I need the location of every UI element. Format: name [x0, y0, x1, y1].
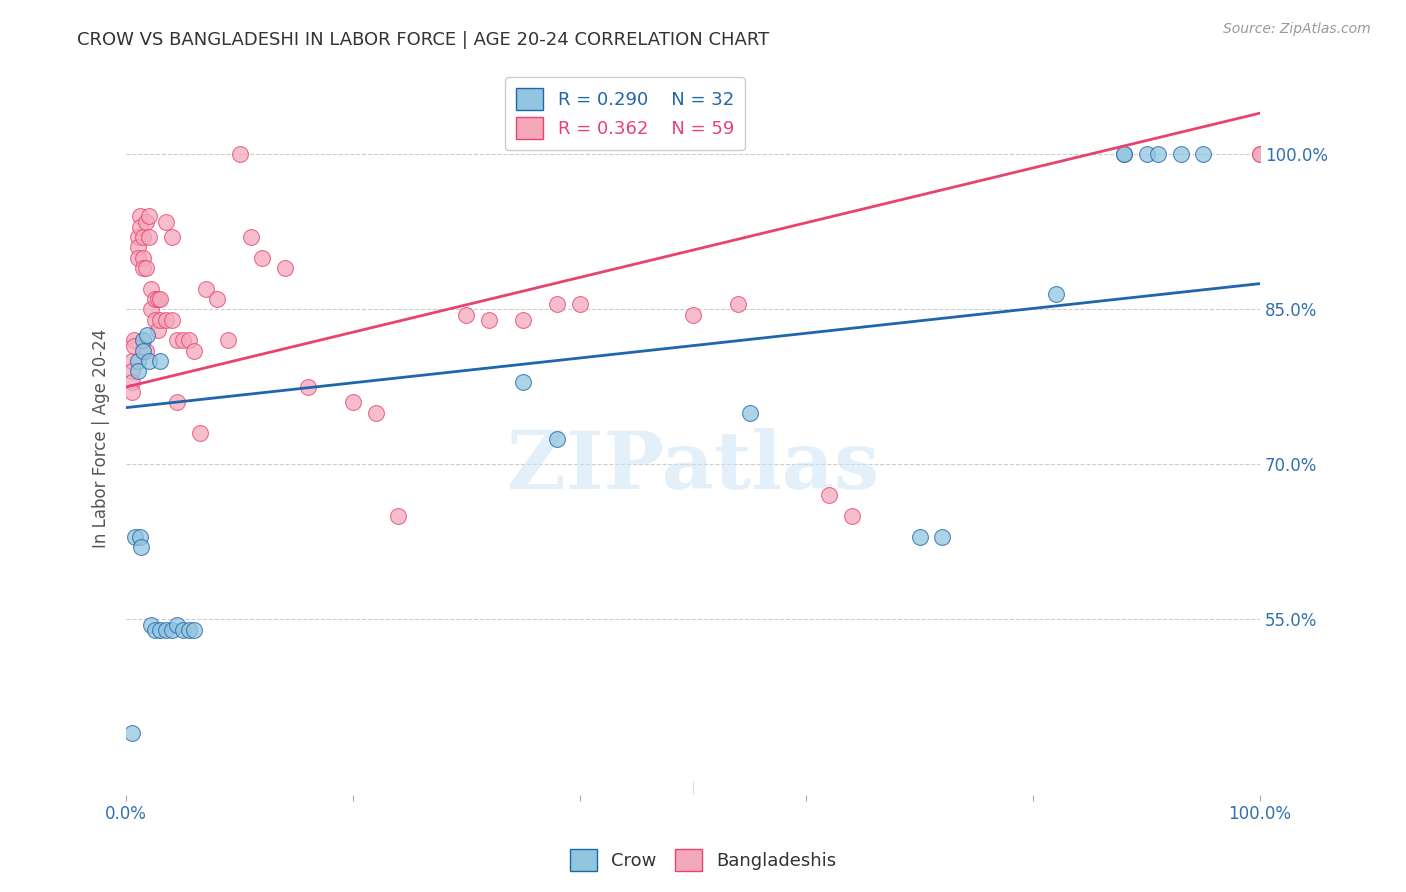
Point	[252, 251, 274, 265]
Point	[135, 214, 157, 228]
Point	[143, 292, 166, 306]
Point	[127, 354, 149, 368]
Point	[228, 147, 250, 161]
Point	[127, 364, 149, 378]
Point	[931, 530, 953, 544]
Point	[149, 623, 172, 637]
Point	[183, 343, 205, 358]
Point	[138, 354, 160, 368]
Point	[132, 230, 155, 244]
Point	[217, 334, 239, 348]
Point	[160, 313, 183, 327]
Point	[132, 334, 155, 348]
Point	[364, 406, 387, 420]
Point	[177, 334, 200, 348]
Point	[1192, 147, 1215, 161]
Point	[127, 230, 149, 244]
Point	[132, 251, 155, 265]
Point	[143, 313, 166, 327]
Point	[127, 240, 149, 254]
Point	[160, 230, 183, 244]
Point	[146, 292, 169, 306]
Point	[387, 509, 409, 524]
Point	[155, 214, 177, 228]
Point	[172, 334, 194, 348]
Point	[135, 343, 157, 358]
Point	[129, 540, 152, 554]
Point	[160, 623, 183, 637]
Point	[121, 354, 143, 368]
Point	[738, 406, 761, 420]
Point	[141, 302, 163, 317]
Point	[908, 530, 931, 544]
Point	[121, 385, 143, 400]
Point	[546, 432, 568, 446]
Point	[297, 380, 319, 394]
Point	[512, 313, 534, 327]
Y-axis label: In Labor Force | Age 20-24: In Labor Force | Age 20-24	[93, 329, 110, 549]
Point	[121, 375, 143, 389]
Point	[138, 210, 160, 224]
Point	[727, 297, 749, 311]
Point	[129, 210, 152, 224]
Point	[177, 623, 200, 637]
Point	[478, 313, 501, 327]
Point	[124, 530, 146, 544]
Point	[141, 282, 163, 296]
Point	[149, 354, 172, 368]
Point	[1112, 147, 1135, 161]
Point	[1112, 147, 1135, 161]
Point	[456, 308, 478, 322]
Point	[146, 323, 169, 337]
Point	[155, 623, 177, 637]
Point	[149, 313, 172, 327]
Text: ZIPatlas: ZIPatlas	[508, 428, 879, 506]
Point	[546, 297, 568, 311]
Point	[127, 251, 149, 265]
Point	[121, 364, 143, 378]
Point	[129, 219, 152, 234]
Point	[1249, 147, 1271, 161]
Point	[274, 261, 297, 276]
Text: CROW VS BANGLADESHI IN LABOR FORCE | AGE 20-24 CORRELATION CHART: CROW VS BANGLADESHI IN LABOR FORCE | AGE…	[77, 31, 769, 49]
Text: Source: ZipAtlas.com: Source: ZipAtlas.com	[1223, 22, 1371, 37]
Point	[122, 338, 145, 352]
Point	[129, 530, 152, 544]
Point	[194, 282, 217, 296]
Point	[512, 375, 534, 389]
Point	[1147, 147, 1170, 161]
Legend: Crow, Bangladeshis: Crow, Bangladeshis	[562, 842, 844, 879]
Point	[121, 726, 143, 740]
Point	[841, 509, 863, 524]
Point	[132, 261, 155, 276]
Point	[183, 623, 205, 637]
Point	[240, 230, 263, 244]
Point	[166, 617, 188, 632]
Point	[568, 297, 591, 311]
Point	[143, 623, 166, 637]
Point	[141, 617, 163, 632]
Point	[1170, 147, 1192, 161]
Point	[1249, 147, 1271, 161]
Point	[135, 328, 157, 343]
Point	[155, 313, 177, 327]
Point	[135, 261, 157, 276]
Point	[122, 334, 145, 348]
Point	[149, 292, 172, 306]
Point	[166, 395, 188, 409]
Point	[1045, 287, 1067, 301]
Point	[342, 395, 364, 409]
Point	[818, 488, 841, 502]
Point	[132, 343, 155, 358]
Point	[682, 308, 704, 322]
Legend: R = 0.290    N = 32, R = 0.362    N = 59: R = 0.290 N = 32, R = 0.362 N = 59	[505, 77, 745, 150]
Point	[172, 623, 194, 637]
Point	[205, 292, 228, 306]
Point	[138, 230, 160, 244]
Point	[1135, 147, 1157, 161]
Point	[166, 334, 188, 348]
Point	[188, 426, 211, 441]
